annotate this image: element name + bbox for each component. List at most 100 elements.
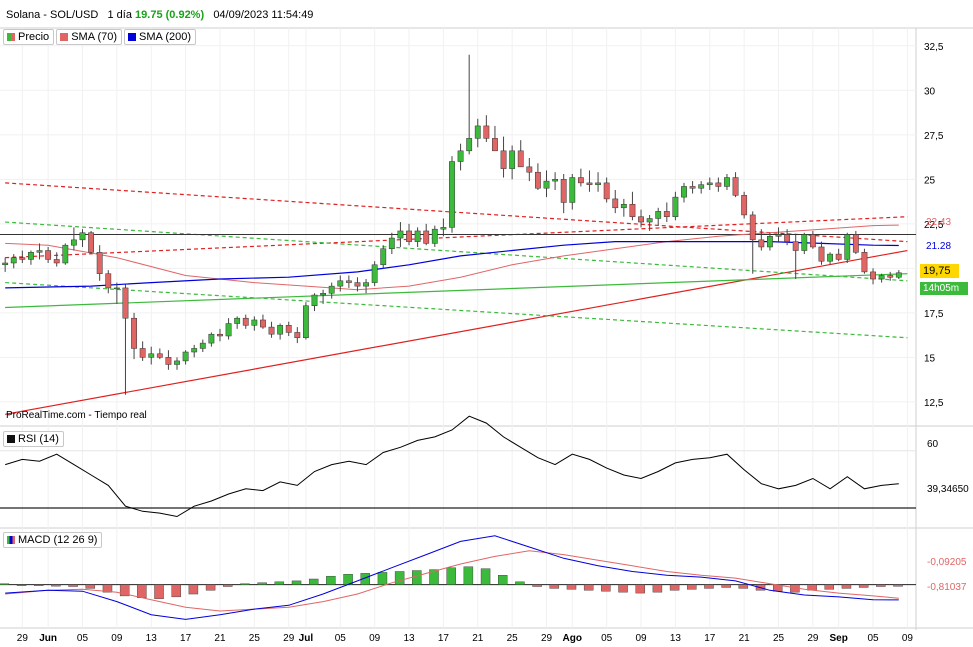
y-tick-label: 22,5 — [924, 220, 944, 231]
candle-body — [251, 319, 258, 326]
legend-sma70[interactable]: SMA (70) — [56, 29, 123, 45]
x-tick-label: 13 — [403, 633, 415, 644]
candle — [191, 344, 198, 358]
candle-body — [328, 285, 335, 294]
candle-body — [285, 325, 292, 333]
candle-body — [560, 179, 567, 203]
candle-body — [870, 271, 876, 280]
candle-body — [70, 239, 77, 246]
macd-histogram-bar — [876, 584, 886, 587]
candle — [199, 339, 206, 353]
candle-body — [706, 182, 713, 185]
candle-body — [758, 239, 765, 248]
macd-line — [5, 535, 899, 620]
chart-header: Solana - SOL/USD 1 día 19.75 (0.92%) 04/… — [6, 9, 313, 21]
candle — [345, 275, 352, 288]
candle-body — [62, 244, 69, 264]
macd-histogram-bar — [515, 581, 525, 585]
candle — [70, 227, 77, 251]
macd-histogram-bar — [394, 571, 405, 585]
macd-histogram-bar — [429, 569, 439, 585]
candle-body — [139, 348, 146, 358]
x-tick-label: Jul — [299, 633, 314, 644]
macd-histogram-bar — [188, 584, 199, 595]
candle — [758, 229, 765, 251]
candle-body — [320, 293, 327, 296]
candle — [260, 314, 266, 329]
candle — [672, 191, 679, 221]
macd-label[interactable]: MACD (12 26 9) — [3, 532, 103, 548]
macd-histogram-bar — [154, 584, 164, 599]
candle — [706, 177, 713, 191]
candle — [182, 350, 189, 365]
color-swatch-icon — [60, 33, 69, 41]
macd-histogram-bar — [583, 584, 594, 591]
candle — [225, 318, 232, 340]
candle-body — [174, 360, 180, 365]
candle — [663, 202, 670, 223]
macd-histogram-bar — [257, 582, 267, 585]
candle — [234, 316, 241, 329]
macd-histogram-bar — [205, 584, 216, 591]
candle-body — [672, 196, 679, 217]
candle-body — [294, 332, 301, 339]
macd-histogram-bar — [326, 575, 336, 585]
interval-label: 1 día — [107, 9, 132, 21]
y-tick-label: 30 — [924, 86, 936, 97]
trendline-green-lower — [5, 281, 908, 339]
macd-histogram-bar — [223, 584, 233, 587]
macd-histogram-bar — [68, 584, 78, 587]
candle — [603, 177, 610, 203]
x-tick-label: 29 — [283, 633, 295, 644]
candle — [638, 209, 644, 228]
macd-histogram-bar — [137, 584, 147, 599]
candle-body — [268, 326, 275, 335]
legend-sma200[interactable]: SMA (200) — [124, 29, 197, 45]
candle — [809, 230, 816, 249]
candle-body — [423, 230, 430, 244]
candle — [689, 181, 696, 194]
candle-body — [199, 342, 206, 349]
color-swatch-icon — [7, 536, 15, 544]
candle-body — [217, 333, 223, 337]
candle — [53, 252, 60, 267]
candle — [105, 270, 112, 294]
candle-body — [784, 234, 791, 242]
legend-precio[interactable]: Precio — [3, 29, 55, 45]
color-swatch-icon — [7, 33, 15, 41]
candle — [113, 282, 120, 304]
candle — [646, 214, 653, 231]
candle-body — [612, 198, 619, 209]
candle-body — [852, 234, 859, 253]
macd-histogram-bar — [841, 584, 852, 589]
watermark: ProRealTime.com - Tiempo real — [6, 410, 147, 421]
candle-body — [165, 357, 172, 365]
sma200-value-tag: 21.28 — [926, 241, 952, 252]
y-tick-label: 27,5 — [924, 131, 944, 142]
y-tick-label: 15 — [924, 353, 936, 364]
x-tick-label: 09 — [369, 633, 381, 644]
candle — [131, 312, 137, 360]
candle — [302, 302, 309, 340]
x-tick-label: 21 — [739, 633, 751, 644]
candle-body — [534, 171, 541, 189]
candle-body — [895, 272, 902, 278]
x-tick-label: Sep — [829, 633, 847, 644]
candle — [174, 357, 180, 370]
candle-body — [2, 262, 9, 266]
candle-body — [337, 280, 344, 287]
macd-histogram-bar — [377, 572, 388, 585]
candle-body — [457, 150, 464, 162]
candle — [895, 270, 902, 280]
candle — [2, 257, 9, 272]
candle-body — [749, 214, 756, 241]
candle-body — [835, 253, 842, 260]
macd-histogram-bar — [360, 573, 370, 585]
candle — [242, 314, 249, 329]
candle-body — [689, 186, 696, 189]
candle — [19, 250, 26, 263]
macd-histogram-bar — [412, 570, 422, 585]
rsi-label[interactable]: RSI (14) — [3, 431, 64, 447]
x-tick-label: Ago — [563, 633, 582, 644]
